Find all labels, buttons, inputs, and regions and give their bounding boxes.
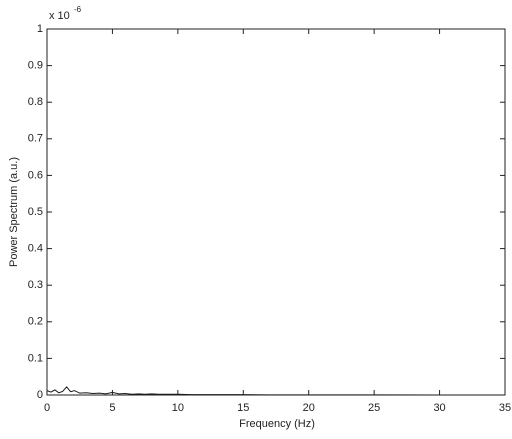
series-line [46, 386, 505, 396]
y-tick-label: 1 [37, 23, 43, 35]
x-tick-label: 10 [172, 402, 184, 414]
y-tick-label: 0.4 [28, 243, 43, 255]
y-tick-label: 0.1 [28, 352, 43, 364]
x-tick-label: 5 [109, 402, 115, 414]
x-tick-label: 35 [499, 402, 511, 414]
y-tick-label: 0 [37, 389, 43, 401]
y-scale-exponent: -6 [74, 5, 82, 14]
y-tick-label: 0.2 [28, 316, 43, 328]
x-tick-label: 15 [237, 402, 249, 414]
x-tick-label: 25 [368, 402, 380, 414]
x-tick-label: 0 [44, 402, 50, 414]
y-tick-label: 0.8 [28, 96, 43, 108]
y-tick-label: 0.6 [28, 169, 43, 181]
y-tick-label: 0.9 [28, 60, 43, 72]
x-axis-label: Frequency (Hz) [239, 418, 315, 430]
x-tick-label: 20 [303, 402, 315, 414]
x-tick-label: 30 [433, 402, 445, 414]
y-tick-label: 0.5 [28, 206, 43, 218]
axes-box [46, 28, 506, 396]
y-axis-label: Power Spectrum (a.u.) [8, 157, 20, 267]
y-scale-base: x 10 [49, 10, 70, 22]
y-tick-label: 0.3 [28, 279, 43, 291]
y-tick-label: 0.7 [28, 133, 43, 145]
